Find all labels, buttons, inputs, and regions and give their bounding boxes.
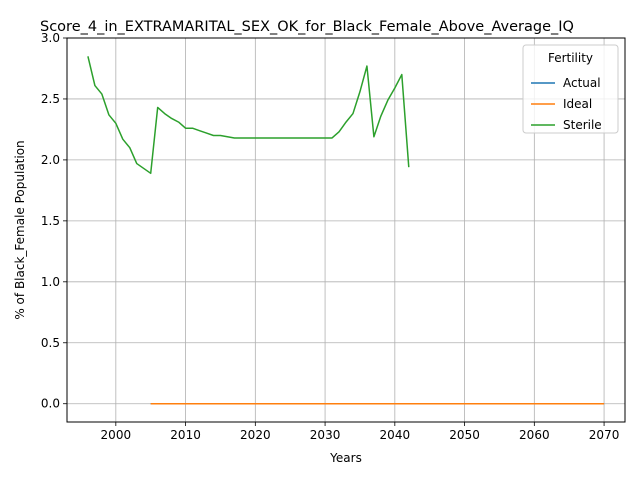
y-tick-label: 1.5 — [41, 214, 60, 228]
y-axis: 0.0 0.5 1.0 1.5 2.0 2.5 3.0 — [41, 31, 67, 411]
legend-title: Fertility — [548, 51, 593, 65]
x-tick-label: 2010 — [170, 428, 201, 442]
y-tick-label: 2.5 — [41, 92, 60, 106]
legend-label-ideal: Ideal — [563, 97, 592, 111]
y-axis-label: % of Black_Female Population — [13, 140, 27, 319]
x-tick-label: 2000 — [101, 428, 132, 442]
legend-label-sterile: Sterile — [563, 118, 602, 132]
y-tick-label: 0.5 — [41, 336, 60, 350]
y-tick-label: 1.0 — [41, 275, 60, 289]
legend-label-actual: Actual — [563, 76, 601, 90]
x-tick-label: 2070 — [589, 428, 620, 442]
grid — [67, 37, 625, 422]
x-tick-label: 2040 — [380, 428, 411, 442]
chart-title: Score_4_in_EXTRAMARITAL_SEX_OK_for_Black… — [40, 19, 574, 35]
x-tick-label: 2020 — [240, 428, 271, 442]
plot-frame — [66, 37, 626, 423]
legend-box — [522, 44, 619, 134]
y-tick-label: 3.0 — [41, 31, 60, 45]
x-axis: 2000 2010 2020 2030 2040 2050 2060 2070 — [101, 422, 620, 442]
y-tick-label: 2.0 — [41, 153, 60, 167]
x-tick-label: 2060 — [519, 428, 550, 442]
y-tick-label: 0.0 — [41, 397, 60, 411]
series-line-sterile — [87, 56, 410, 175]
series-lines — [87, 56, 605, 405]
x-tick-label: 2050 — [449, 428, 480, 442]
x-axis-label: Years — [329, 451, 362, 465]
legend: Fertility Actual Ideal Sterile — [522, 44, 619, 134]
x-tick-label: 2030 — [310, 428, 341, 442]
